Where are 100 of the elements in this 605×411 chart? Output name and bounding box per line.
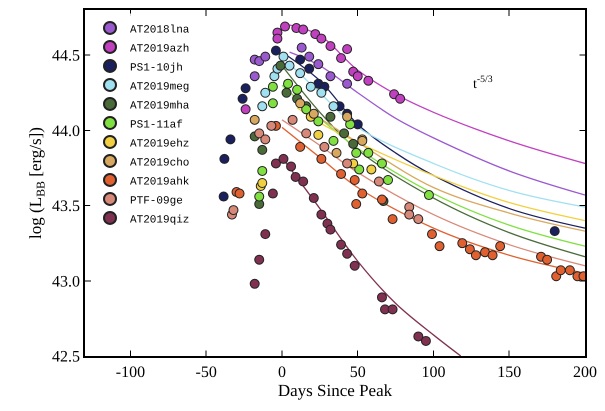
point xyxy=(292,84,302,95)
point xyxy=(278,52,288,62)
point xyxy=(308,193,319,204)
point xyxy=(278,154,288,164)
legend-label: PS1-11af xyxy=(130,119,183,132)
legend-label: AT2019qiz xyxy=(130,214,190,226)
point xyxy=(336,53,346,64)
point xyxy=(270,46,281,56)
point xyxy=(257,166,268,176)
point xyxy=(306,82,316,92)
point xyxy=(328,101,338,112)
point xyxy=(328,136,338,146)
point xyxy=(257,178,268,188)
point xyxy=(542,254,552,265)
point xyxy=(250,71,260,82)
point xyxy=(336,240,346,250)
point xyxy=(383,174,394,185)
point xyxy=(296,42,307,53)
point xyxy=(354,164,364,174)
legend-label: AT2019azh xyxy=(130,43,190,56)
point xyxy=(295,68,306,78)
point xyxy=(295,98,306,108)
y-tick-label: 44.0 xyxy=(52,122,80,140)
legend-label: AT2018lna xyxy=(130,24,190,36)
point xyxy=(250,114,260,125)
point xyxy=(304,64,314,74)
point xyxy=(268,82,278,92)
legend-label: PTF-09ge xyxy=(130,195,183,208)
point xyxy=(269,71,280,82)
point xyxy=(342,112,352,122)
y-tick-label: 42.5 xyxy=(52,348,80,366)
point xyxy=(464,244,475,254)
legend-label: PS1-10jh xyxy=(130,62,183,74)
x-tick-label: -100 xyxy=(116,364,146,381)
point xyxy=(426,229,437,240)
point xyxy=(350,174,360,185)
point xyxy=(254,254,264,265)
x-axis-title: Days Since Peak xyxy=(278,380,393,400)
point xyxy=(260,134,270,144)
point xyxy=(257,101,268,112)
point xyxy=(434,241,445,252)
point xyxy=(254,128,264,138)
point xyxy=(313,130,324,140)
point xyxy=(352,71,363,82)
point xyxy=(374,176,384,186)
point xyxy=(268,98,278,108)
point xyxy=(295,142,306,152)
point xyxy=(495,241,506,252)
point xyxy=(270,158,281,168)
legend-label: AT2019cho xyxy=(130,157,190,170)
point xyxy=(366,164,376,174)
point xyxy=(351,148,362,158)
point xyxy=(376,292,387,302)
point xyxy=(260,88,270,98)
point xyxy=(470,250,481,260)
annotation: t$^{-5/3}$ xyxy=(473,74,493,92)
point xyxy=(325,112,336,122)
point xyxy=(284,60,295,71)
x-tick-label: 100 xyxy=(421,364,446,381)
point xyxy=(342,78,352,89)
point xyxy=(345,119,356,130)
point xyxy=(266,120,276,131)
point xyxy=(457,238,468,248)
point xyxy=(332,148,342,158)
point xyxy=(225,134,236,144)
point xyxy=(556,265,566,276)
point xyxy=(488,250,498,260)
point xyxy=(376,158,387,168)
point xyxy=(316,154,326,164)
point xyxy=(282,88,292,98)
point xyxy=(260,229,270,240)
point xyxy=(308,108,319,119)
y-tick-label: 43.5 xyxy=(52,198,80,216)
point xyxy=(413,214,424,224)
point xyxy=(257,144,268,155)
point xyxy=(219,154,230,164)
point xyxy=(304,52,314,62)
point xyxy=(313,116,324,126)
legend-label: AT2019mha xyxy=(130,100,190,112)
point xyxy=(316,210,326,220)
point xyxy=(336,168,346,179)
point xyxy=(234,188,245,199)
y-tick-label: 44.5 xyxy=(52,48,80,65)
point xyxy=(351,199,362,210)
x-tick-label: 0 xyxy=(278,364,286,381)
point xyxy=(228,205,238,216)
point xyxy=(342,248,352,259)
point xyxy=(388,214,398,224)
point xyxy=(342,44,352,54)
point xyxy=(316,88,326,98)
point xyxy=(298,24,308,35)
point xyxy=(272,34,282,44)
point xyxy=(339,128,350,138)
point xyxy=(550,226,560,236)
point xyxy=(268,188,278,199)
legend-label: AT2019meg xyxy=(130,81,190,94)
point xyxy=(298,176,308,186)
point xyxy=(254,192,264,202)
point xyxy=(290,172,301,182)
point xyxy=(325,71,336,82)
